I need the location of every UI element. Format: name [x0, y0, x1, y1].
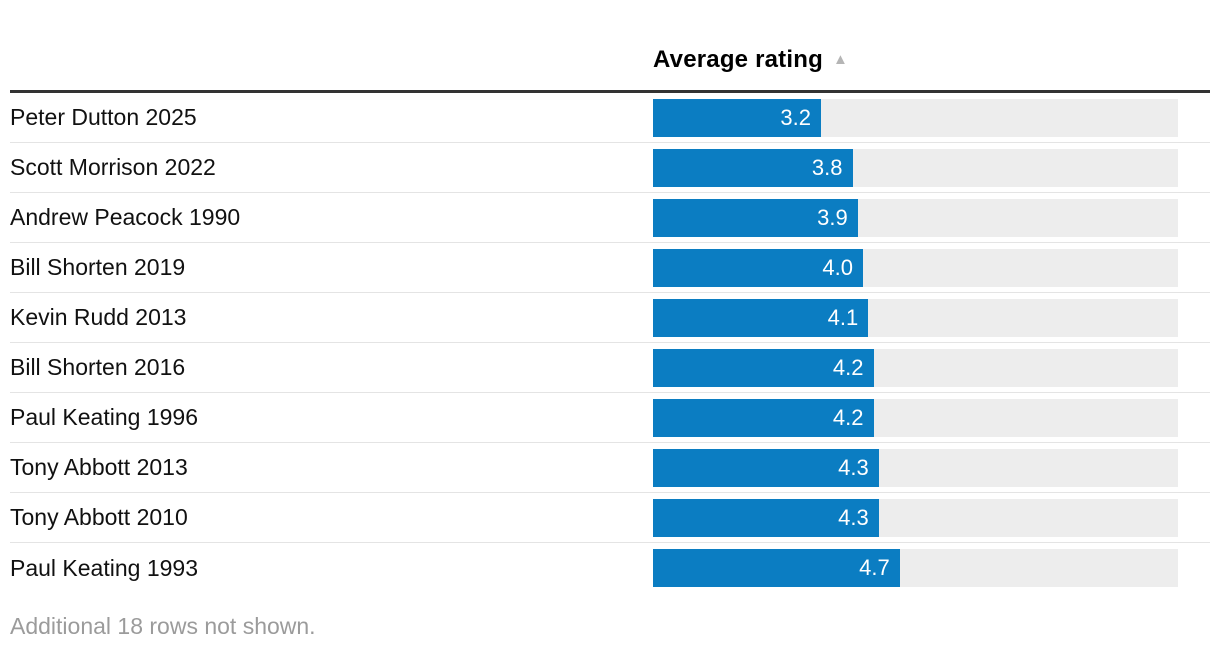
bar-value-label: 4.3	[838, 504, 869, 530]
table-row: Tony Abbott 2013 4.3	[10, 443, 1210, 493]
row-label: Andrew Peacock 1990	[10, 204, 241, 230]
bar-track: 4.2	[653, 348, 1178, 387]
bar-track: 4.7	[653, 549, 1178, 587]
bar-value-label: 4.2	[832, 404, 864, 430]
bar: 3.8	[653, 148, 853, 187]
row-label: Tony Abbott 2013	[10, 454, 188, 480]
row-label: Paul Keating 1993	[10, 554, 198, 581]
table-row: Tony Abbott 2010 4.3	[10, 493, 1210, 543]
bar-track: 3.9	[653, 198, 1178, 237]
bar: 4.0	[653, 248, 863, 287]
row-label: Bill Shorten 2019	[10, 254, 186, 280]
row-label: Kevin Rudd 2013	[10, 304, 187, 330]
bar: 3.2	[653, 98, 821, 137]
bar: 4.1	[653, 298, 869, 337]
row-label: Paul Keating 1996	[10, 404, 198, 430]
row-label: Scott Morrison 2022	[10, 154, 216, 180]
bar-value-label: 3.8	[811, 154, 843, 180]
table-row: Paul Keating 1993 4.7	[10, 543, 1210, 593]
row-label: Bill Shorten 2016	[10, 354, 186, 380]
bar: 4.7	[653, 549, 900, 587]
table-row: Scott Morrison 2022 3.8	[10, 143, 1210, 193]
bar-track: 4.3	[653, 498, 1178, 537]
bar-track: 4.3	[653, 448, 1178, 487]
bar-track: 3.8	[653, 148, 1178, 187]
table-row: Paul Keating 1996 4.2	[10, 393, 1210, 443]
bar-value-label: 3.2	[780, 104, 811, 130]
table-row: Bill Shorten 2016 4.2	[10, 343, 1210, 393]
bar: 3.9	[653, 198, 858, 237]
bar-track: 3.2	[653, 98, 1178, 137]
header-rule	[10, 90, 1210, 93]
table-row: Andrew Peacock 1990 3.9	[10, 193, 1210, 243]
bar: 4.2	[653, 348, 874, 387]
bar-track: 4.0	[653, 248, 1178, 287]
table-row: Peter Dutton 2025 3.2	[10, 93, 1210, 143]
bar-value-label: 4.1	[827, 304, 859, 330]
footer-note: Additional 18 rows not shown.	[10, 613, 316, 639]
table-row: Bill Shorten 2019 4.0	[10, 243, 1210, 293]
bar-value-label: 4.0	[822, 254, 853, 280]
row-label: Peter Dutton 2025	[10, 104, 197, 130]
table-header: Average rating ▲	[10, 0, 1210, 90]
table-row: Kevin Rudd 2013 4.1	[10, 293, 1210, 343]
rows: Peter Dutton 2025 3.2 Scott Morrison 202…	[10, 93, 1210, 593]
column-header-average-rating[interactable]: Average rating ▲	[653, 46, 848, 74]
bar-value-label: 4.3	[838, 454, 869, 480]
row-label: Tony Abbott 2010	[10, 504, 188, 530]
bar: 4.3	[653, 448, 879, 487]
bar-value-label: 4.2	[832, 354, 864, 380]
bar-value-label: 4.7	[859, 555, 890, 580]
column-header-label: Average rating	[653, 46, 823, 73]
bar: 4.3	[653, 498, 879, 537]
sort-ascending-icon[interactable]: ▲	[832, 50, 848, 68]
bar-value-label: 3.9	[817, 204, 848, 230]
bar: 4.2	[653, 398, 874, 437]
bar-track: 4.2	[653, 398, 1178, 437]
bar-track: 4.1	[653, 298, 1178, 337]
